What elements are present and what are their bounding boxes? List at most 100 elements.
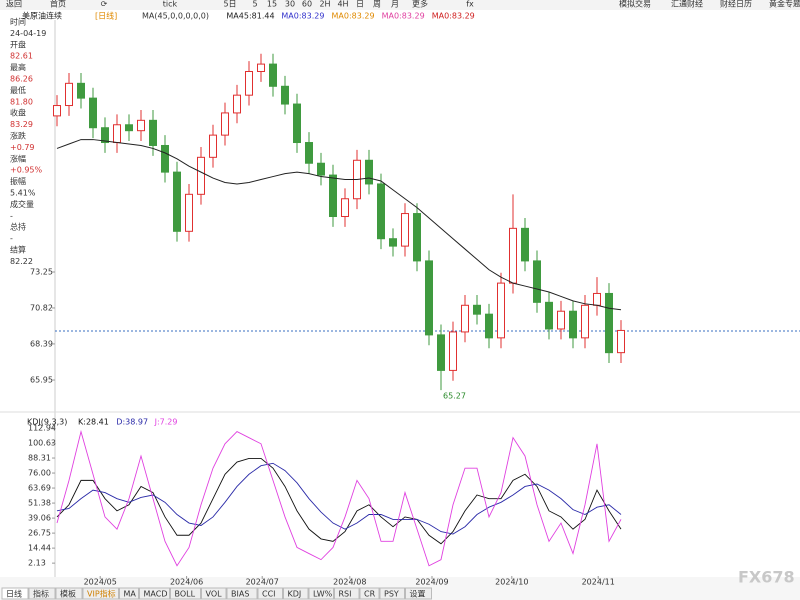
tab-label[interactable]: 设置 xyxy=(410,589,426,599)
tab-label[interactable]: 指标 xyxy=(33,589,49,599)
tab[interactable] xyxy=(55,587,83,600)
x-tick-label: 2024/10 xyxy=(495,578,528,587)
toolbar-button[interactable]: 4H xyxy=(337,0,348,9)
x-tick-label: 2024/08 xyxy=(333,578,366,587)
tab-label[interactable]: 模板 xyxy=(60,589,76,599)
toolbar-button[interactable]: 月 xyxy=(391,0,399,9)
tab-label[interactable]: PSY xyxy=(384,590,399,599)
tab[interactable] xyxy=(359,587,380,600)
toolbar-button[interactable]: 财经日历 xyxy=(720,0,752,9)
candle-body xyxy=(269,63,277,87)
tab[interactable] xyxy=(1,587,29,600)
candle-body xyxy=(125,124,133,132)
chart-title: 美原油连续 xyxy=(22,11,62,21)
candle-body xyxy=(605,292,613,354)
toolbar-button[interactable]: 2H xyxy=(319,0,330,9)
toolbar-button[interactable]: 返回 xyxy=(6,0,22,9)
chart-title: KDJ(9,3,3) xyxy=(27,418,67,427)
info-label: 涨幅 xyxy=(10,153,26,163)
candle-body xyxy=(221,112,229,136)
tab-label[interactable]: LW% xyxy=(313,590,333,599)
info-label: 时间 xyxy=(10,17,26,27)
tab[interactable] xyxy=(308,587,334,600)
candle-body xyxy=(509,227,517,284)
candle-body xyxy=(209,134,217,158)
toolbar-button[interactable]: 汇通财经 xyxy=(671,0,703,9)
tab[interactable] xyxy=(170,587,201,600)
toolbar-button[interactable]: 黄金专题 xyxy=(769,0,800,9)
tab-label[interactable]: MA xyxy=(124,590,137,599)
legend-entry: MA(45,0,0,0,0,0) xyxy=(142,12,209,21)
period: [日线] xyxy=(95,11,117,21)
candle-body xyxy=(197,156,205,195)
info-value: 83.29 xyxy=(10,120,33,129)
candle-body xyxy=(257,63,265,72)
y-tick-label: 68.39 xyxy=(30,339,53,348)
legend-entry: MA0:83.29 xyxy=(382,12,425,21)
legend-entry: J:7.29 xyxy=(154,418,178,427)
candle-body xyxy=(533,260,541,303)
tab-label[interactable]: BOLL xyxy=(175,590,196,599)
y-tick-label: 39.06 xyxy=(28,514,51,523)
candle-body xyxy=(305,142,313,164)
candle-body xyxy=(389,238,397,247)
toolbar-button[interactable]: tick xyxy=(163,0,178,9)
tab-label[interactable]: CCI xyxy=(262,590,276,599)
tab[interactable] xyxy=(82,587,119,600)
tab-label[interactable]: MACD xyxy=(144,590,168,599)
tab[interactable] xyxy=(201,587,227,600)
toolbar-button[interactable]: 模拟交易 xyxy=(619,0,651,9)
y-tick-label: 51.38 xyxy=(28,499,51,508)
candle-body xyxy=(521,227,529,262)
y-tick-label: 2.13 xyxy=(28,559,46,568)
candle-body xyxy=(449,331,457,371)
tab-label[interactable]: CR xyxy=(364,590,376,599)
tab[interactable] xyxy=(379,587,405,600)
info-label: 总持 xyxy=(10,222,26,232)
tab-label[interactable]: BIAS xyxy=(231,590,249,599)
info-value: 24-04-19 xyxy=(10,29,46,38)
candle-body xyxy=(161,144,169,173)
tab[interactable] xyxy=(28,587,56,600)
candle-body xyxy=(581,304,589,339)
tab[interactable] xyxy=(226,587,258,600)
tab-label[interactable]: KDJ xyxy=(288,590,302,599)
tab[interactable] xyxy=(334,587,360,600)
toolbar-button[interactable]: 15 xyxy=(267,0,277,9)
toolbar-button[interactable]: 5日 xyxy=(223,0,236,9)
tab[interactable] xyxy=(283,587,309,600)
tab[interactable] xyxy=(405,587,432,600)
toolbar-button[interactable]: 首页 xyxy=(50,0,66,9)
tab[interactable] xyxy=(119,587,139,600)
toolbar-button[interactable]: 5 xyxy=(252,0,257,9)
y-tick-label: 88.31 xyxy=(28,454,51,463)
info-value: 82.61 xyxy=(10,52,33,61)
candle-body xyxy=(113,124,121,144)
info-value: - xyxy=(10,234,13,243)
toolbar-button[interactable]: 更多 xyxy=(412,0,428,9)
tab-label[interactable]: RSI xyxy=(339,590,352,599)
candle-body xyxy=(77,82,85,99)
tab[interactable] xyxy=(139,587,170,600)
tab-label[interactable]: 日线 xyxy=(6,589,22,599)
info-label: 最高 xyxy=(10,62,26,72)
toolbar-button[interactable]: 60 xyxy=(302,0,312,9)
tab[interactable] xyxy=(257,587,283,600)
info-value: 5.41% xyxy=(10,189,36,198)
candle-body xyxy=(365,159,373,185)
info-label: 成交量 xyxy=(10,199,34,209)
toolbar-button[interactable]: fx xyxy=(466,0,474,9)
toolbar-button[interactable]: ⟳ xyxy=(101,0,108,9)
toolbar-button[interactable]: 周 xyxy=(373,0,381,9)
tab-label[interactable]: VIP指标 xyxy=(87,589,116,599)
y-tick-label: 100.63 xyxy=(28,439,56,448)
y-tick-label: 73.25 xyxy=(30,268,53,277)
info-label: 收盘 xyxy=(10,108,26,118)
info-label: 开盘 xyxy=(10,39,26,49)
y-tick-label: 26.75 xyxy=(28,529,51,538)
tab-label[interactable]: VOL xyxy=(206,590,223,599)
toolbar-button[interactable]: 日 xyxy=(356,0,364,9)
toolbar xyxy=(0,0,800,10)
toolbar-button[interactable]: 30 xyxy=(285,0,295,9)
